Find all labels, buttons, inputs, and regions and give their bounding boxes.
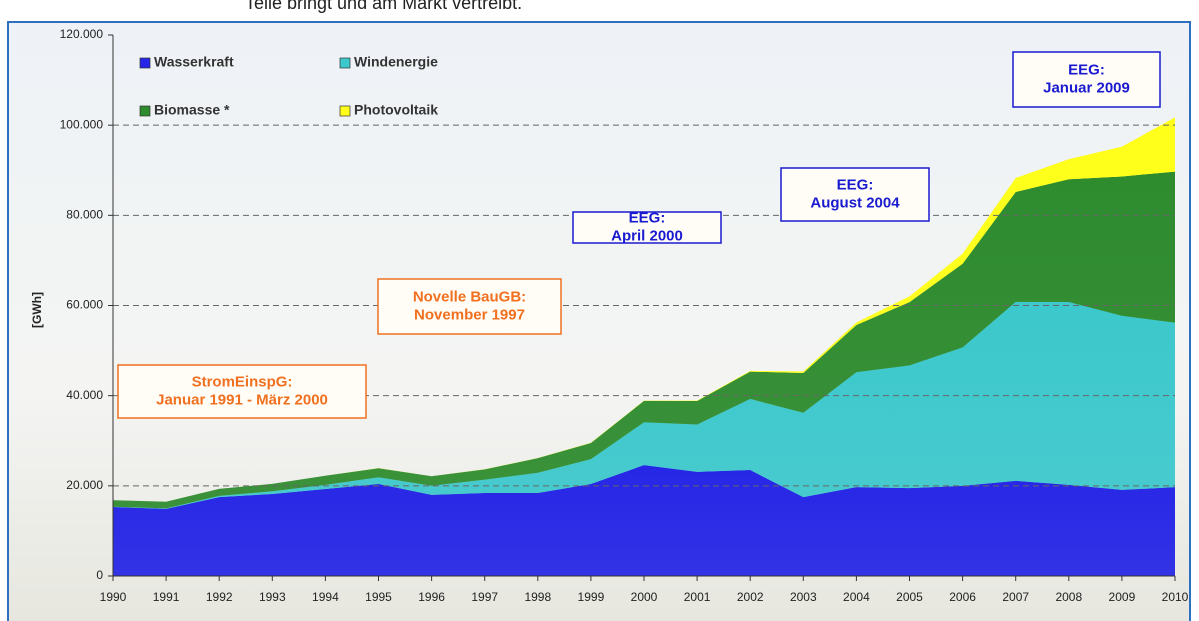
annotation-text: August 2004 bbox=[810, 194, 900, 211]
x-tick-label: 1994 bbox=[312, 590, 339, 604]
x-tick-label: 1992 bbox=[206, 590, 233, 604]
annotation-box bbox=[1012, 51, 1161, 108]
x-tick-label: 2008 bbox=[1055, 590, 1082, 604]
annotation-box bbox=[572, 211, 722, 244]
y-tick-label: 20.000 bbox=[66, 478, 103, 492]
annotation-text: Januar 1991 - März 2000 bbox=[156, 391, 328, 408]
annotation-text: April 2000 bbox=[611, 227, 683, 244]
x-tick-label: 1999 bbox=[578, 590, 605, 604]
y-tick-label: 40.000 bbox=[66, 388, 103, 402]
x-tick-label: 2004 bbox=[843, 590, 870, 604]
annotation-text: EEG: bbox=[629, 209, 666, 226]
legend-swatch bbox=[339, 105, 351, 117]
y-tick-label: 0 bbox=[96, 568, 103, 582]
legend-label: Photovoltaik bbox=[354, 102, 438, 118]
x-tick-label: 2007 bbox=[1002, 590, 1029, 604]
legend-swatch bbox=[139, 105, 151, 117]
annotation-text: EEG: bbox=[837, 176, 874, 193]
header-text: Teile bringt und am Markt vertreibt. bbox=[245, 0, 522, 13]
x-tick-label: 2005 bbox=[896, 590, 923, 604]
legend-label: Windenergie bbox=[354, 54, 438, 70]
x-tick-label: 1998 bbox=[524, 590, 551, 604]
y-tick-label: 100.000 bbox=[60, 117, 104, 131]
x-tick-label: 2010 bbox=[1162, 590, 1189, 604]
annotation-box bbox=[377, 278, 562, 335]
x-tick-label: 2006 bbox=[949, 590, 976, 604]
annotation-text: November 1997 bbox=[414, 306, 525, 323]
area-shade bbox=[113, 301, 1175, 509]
area-shade bbox=[113, 171, 1175, 509]
x-tick-label: 2009 bbox=[1109, 590, 1136, 604]
area-shade bbox=[113, 465, 1175, 576]
legend-label: Biomasse * bbox=[154, 102, 230, 118]
x-tick-label: 1990 bbox=[100, 590, 127, 604]
legend-swatch bbox=[139, 57, 151, 69]
y-axis-label: [GWh] bbox=[30, 292, 44, 328]
x-tick-label: 1996 bbox=[418, 590, 445, 604]
annotation-text: EEG: bbox=[1068, 61, 1105, 78]
x-tick-label: 1993 bbox=[259, 590, 286, 604]
annotation-box bbox=[117, 364, 367, 419]
x-tick-label: 2003 bbox=[790, 590, 817, 604]
x-tick-label: 1995 bbox=[365, 590, 392, 604]
y-tick-label: 60.000 bbox=[66, 298, 103, 312]
annotation-text: Novelle BauGB: bbox=[413, 288, 526, 305]
annotation-text: Januar 2009 bbox=[1043, 79, 1130, 96]
legend-label: Wasserkraft bbox=[154, 54, 234, 70]
x-tick-label: 1991 bbox=[153, 590, 180, 604]
y-tick-label: 120.000 bbox=[60, 27, 104, 41]
annotation-box bbox=[780, 167, 930, 222]
annotation-text: StromEinspG: bbox=[192, 373, 293, 390]
x-tick-label: 2001 bbox=[684, 590, 711, 604]
x-tick-label: 2002 bbox=[737, 590, 764, 604]
legend-swatch bbox=[339, 57, 351, 69]
x-tick-label: 1997 bbox=[471, 590, 498, 604]
y-tick-label: 80.000 bbox=[66, 208, 103, 222]
x-tick-label: 2000 bbox=[631, 590, 658, 604]
